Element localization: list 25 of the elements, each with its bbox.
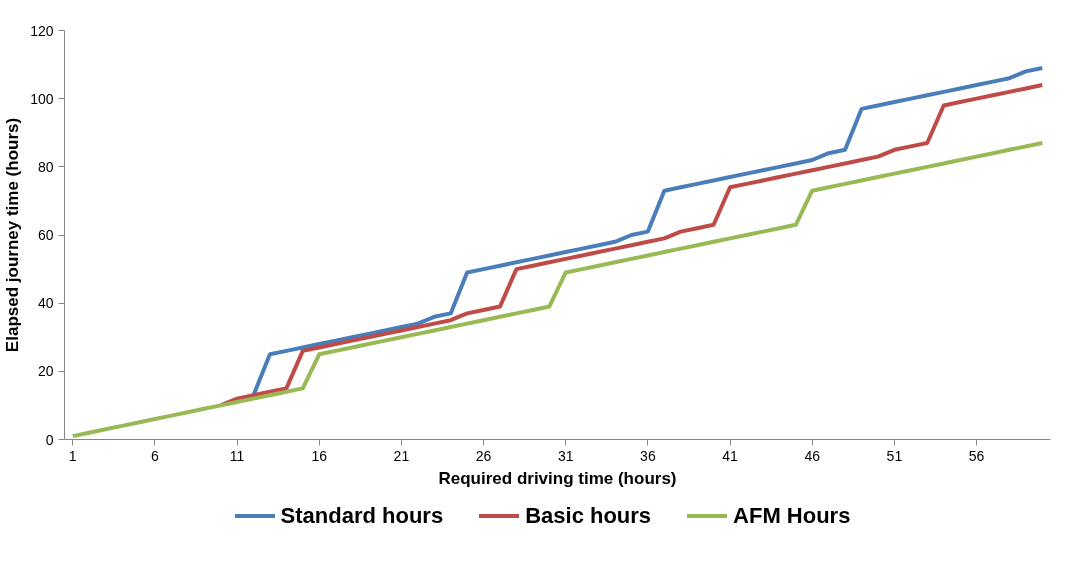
x-tick-label: 36 xyxy=(640,447,656,464)
x-tick-label: 21 xyxy=(393,447,410,464)
legend-label: AFM Hours xyxy=(733,502,851,531)
x-tick-label: 51 xyxy=(886,447,903,464)
x-tick-label: 31 xyxy=(557,447,574,464)
x-tick-label: 1 xyxy=(68,447,77,464)
y-tick-label: 40 xyxy=(37,295,54,312)
y-tick-label: 0 xyxy=(45,431,54,448)
line-series xyxy=(70,140,1045,439)
y-tick-label: 80 xyxy=(37,158,54,175)
x-tick-label: 26 xyxy=(475,447,492,464)
y-tick-label: 60 xyxy=(37,227,54,243)
x-tick-label: 6 xyxy=(150,447,159,464)
legend-label: Basic hours xyxy=(525,502,652,531)
x-tick-label: 46 xyxy=(804,447,821,464)
y-tick-label: 100 xyxy=(30,90,54,107)
x-tick-label: 16 xyxy=(311,447,328,464)
y-axis-title: Elapsed journey time (hours) xyxy=(3,117,23,353)
y-tick-label: 20 xyxy=(37,363,54,380)
legend-label: Standard hours xyxy=(280,502,444,531)
x-tick-label: 41 xyxy=(722,447,739,464)
y-tick-label: 120 xyxy=(30,22,54,39)
x-tick-label: 56 xyxy=(968,447,985,464)
x-tick-label: 11 xyxy=(229,447,245,464)
x-axis-title: Required driving time (hours) xyxy=(438,468,677,488)
